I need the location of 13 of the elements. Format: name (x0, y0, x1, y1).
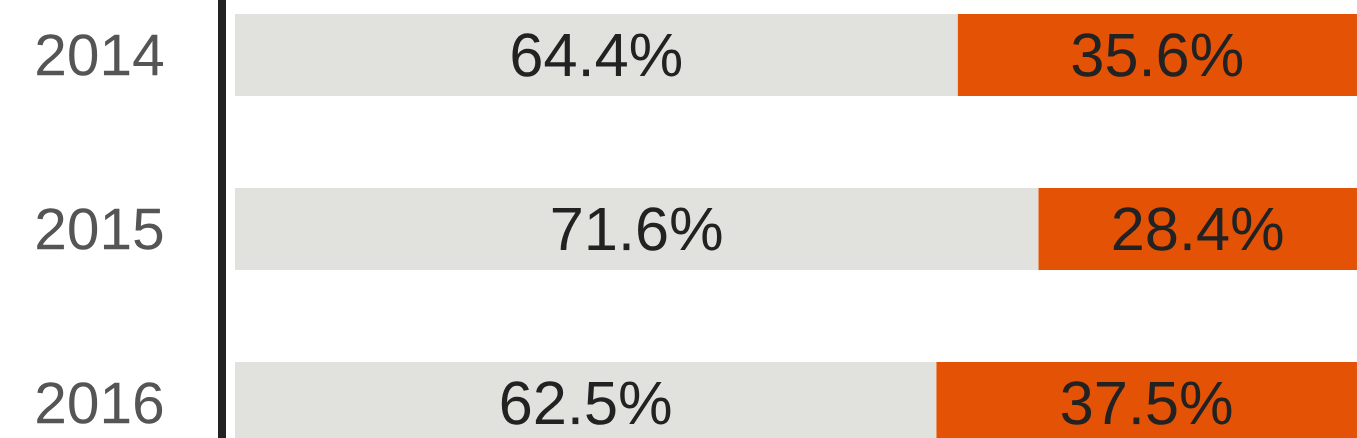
bar (1038, 187, 1357, 270)
data-label: 35.6% (1072, 33, 1243, 77)
data-label: 62.5% (501, 381, 671, 425)
data-label: 28.4% (1113, 207, 1283, 251)
y-tick-label: 2014 (37, 34, 163, 76)
y-tick-label: 2015 (37, 208, 163, 250)
data-label: 37.5% (1062, 381, 1232, 425)
bar (957, 14, 1357, 96)
y-tick-label: 2016 (37, 382, 163, 424)
data-label: 71.6% (552, 207, 722, 251)
data-label: 64.4% (512, 33, 682, 77)
bar (235, 14, 958, 96)
bar (235, 187, 1039, 270)
